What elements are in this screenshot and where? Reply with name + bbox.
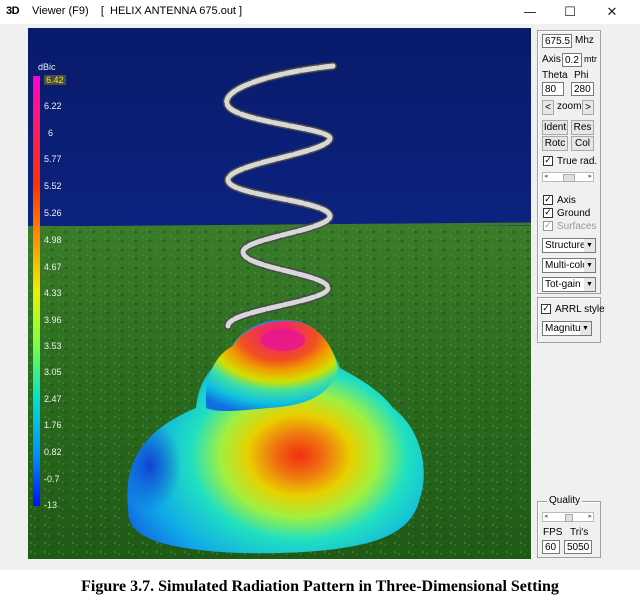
surfaces-checkbox: ✓ — [543, 221, 553, 231]
app-3d-icon: 3D — [6, 5, 20, 17]
slider-left-arrow-icon: ◂ — [544, 513, 548, 520]
scale-label-9: 3.96 — [44, 315, 62, 325]
scale-label-7: 4.67 — [44, 262, 62, 272]
slider-right-arrow-icon: ▸ — [588, 173, 592, 180]
scale-label-14: 0.82 — [44, 447, 62, 457]
rotc-button[interactable]: Rotc — [542, 136, 568, 151]
arrl-style-label: ARRL style — [555, 304, 605, 315]
scale-label-8: 4.33 — [44, 288, 62, 298]
chevron-down-icon: ▼ — [584, 239, 595, 252]
chevron-down-icon: ▼ — [584, 259, 595, 272]
theta-label: Theta — [542, 70, 568, 81]
zoom-in-button[interactable]: > — [582, 100, 594, 115]
rad-scale-slider[interactable]: ◂ ▸ — [542, 172, 594, 182]
fps-label: FPS — [543, 527, 563, 538]
ground-check-label: Ground — [557, 208, 591, 219]
close-button[interactable]: ✕ — [606, 4, 618, 20]
arrl-group — [537, 297, 601, 343]
quality-label: Quality — [547, 495, 583, 506]
gain-dropdown[interactable]: Tot-gain ▼ — [542, 277, 596, 292]
scale-label-3: 5.77 — [44, 154, 62, 164]
scale-unit-label: dBic — [38, 62, 56, 72]
scale-label-16: -13 — [44, 500, 58, 510]
chevron-down-icon: ▼ — [580, 322, 591, 335]
fps-value: 60 — [542, 540, 560, 554]
color-mode-dropdown[interactable]: Multi-colo ▼ — [542, 258, 596, 273]
scale-label-13: 1.76 — [44, 420, 62, 430]
3d-viewport[interactable]: dBic 6.42 6.22 6 5.77 5.52 5.26 4.98 4.6… — [28, 28, 531, 559]
color-mode-dropdown-value: Multi-colo — [545, 260, 588, 271]
maximize-button[interactable]: ☐ — [564, 4, 576, 20]
slider-left-arrow-icon: ◂ — [544, 173, 548, 180]
axis-unit: mtr — [584, 54, 597, 64]
scale-label-5: 5.26 — [44, 208, 62, 218]
chevron-down-icon: ▼ — [584, 278, 595, 291]
magnitude-dropdown[interactable]: Magnitu ▼ — [542, 321, 592, 336]
surfaces-check-label: Surfaces — [557, 221, 597, 232]
structure-dropdown-value: Structure — [545, 240, 586, 251]
true-rad-checkbox[interactable]: ✓ — [543, 156, 553, 166]
scale-label-4: 5.52 — [44, 181, 62, 191]
figure-caption: Figure 3.7. Simulated Radiation Pattern … — [81, 578, 559, 595]
viewer-window: 3D Viewer (F9) [ HELIX ANTENNA 675.out ]… — [0, 0, 640, 570]
magnitude-dropdown-value: Magnitu — [545, 323, 581, 334]
3d-scene — [28, 28, 531, 559]
theta-field[interactable]: 80 — [542, 82, 564, 96]
scale-label-10: 3.53 — [44, 341, 62, 351]
axis-length-field[interactable]: 0.2 — [562, 53, 582, 67]
true-rad-label: True rad. — [557, 156, 598, 167]
ident-button[interactable]: Ident — [542, 120, 568, 135]
color-scale-bar — [33, 76, 40, 506]
minimize-button[interactable]: — — [523, 4, 537, 20]
axis-checkbox[interactable]: ✓ — [543, 195, 553, 205]
arrl-style-checkbox[interactable]: ✓ — [541, 304, 551, 314]
tris-label: Tri's — [570, 527, 589, 538]
res-button[interactable]: Res — [571, 120, 594, 135]
axis-label: Axis — [542, 54, 561, 65]
scale-label-1: 6.22 — [44, 101, 62, 111]
quality-slider[interactable]: ◂ ▸ — [542, 512, 594, 522]
scale-label-15: -0.7 — [44, 474, 60, 484]
title-bar[interactable]: 3D Viewer (F9) [ HELIX ANTENNA 675.out ]… — [0, 0, 640, 24]
slider-right-arrow-icon: ▸ — [588, 513, 592, 520]
control-panel: 675.5 Mhz Axis 0.2 mtr Theta Phi 80 280 … — [534, 28, 634, 560]
scale-label-11: 3.05 — [44, 367, 62, 377]
quality-slider-thumb[interactable] — [565, 514, 573, 522]
view-settings-group — [537, 30, 601, 294]
zoom-out-button[interactable]: < — [542, 100, 554, 115]
phi-field[interactable]: 280 — [571, 82, 594, 96]
phi-label: Phi — [574, 70, 589, 81]
axis-check-label: Axis — [557, 195, 576, 206]
sky — [28, 28, 531, 234]
frequency-unit: Mhz — [575, 35, 594, 46]
gain-dropdown-value: Tot-gain — [545, 279, 581, 290]
col-button[interactable]: Col — [571, 136, 594, 151]
slider-thumb[interactable] — [563, 174, 575, 182]
helix-antenna — [222, 62, 337, 330]
scale-label-6: 4.98 — [44, 235, 62, 245]
window-title: Viewer (F9) [ HELIX ANTENNA 675.out ] — [32, 5, 243, 17]
scale-label-2: 6 — [48, 128, 54, 138]
radiation-pattern — [127, 319, 424, 554]
frequency-field[interactable]: 675.5 — [542, 34, 572, 48]
tris-value: 5050 — [564, 540, 592, 554]
zoom-label: zoom — [557, 101, 582, 112]
scale-label-12: 2.47 — [44, 394, 62, 404]
structure-dropdown[interactable]: Structure ▼ — [542, 238, 596, 253]
ground-checkbox[interactable]: ✓ — [543, 208, 553, 218]
scale-label-0: 6.42 — [44, 75, 66, 85]
